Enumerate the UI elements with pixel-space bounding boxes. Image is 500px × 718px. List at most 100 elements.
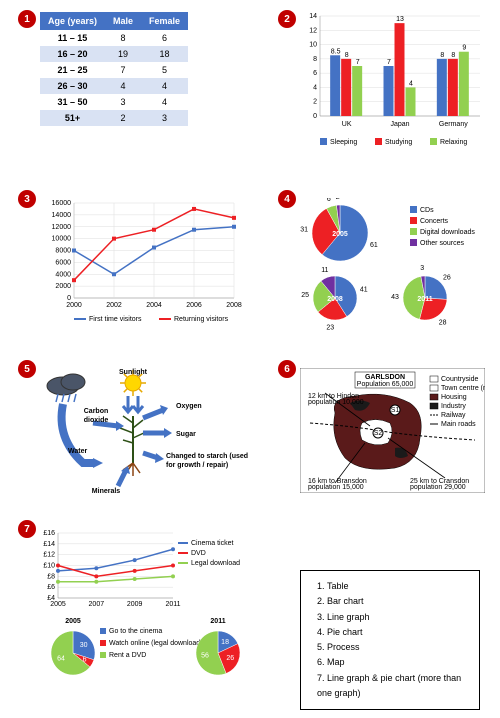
svg-text:25: 25 [301, 292, 309, 299]
svg-text:Railway: Railway [441, 412, 466, 419]
svg-text:Countryside: Countryside [441, 376, 478, 383]
svg-text:2: 2 [336, 198, 340, 201]
table-header: Age (years) [40, 12, 105, 30]
svg-text:Housing: Housing [441, 394, 467, 401]
table-row: 16 – 201918 [40, 46, 188, 62]
type-list-item: Line graph [317, 610, 467, 625]
barchart-panel: 024681012148.587UK7134Japan889GermanySle… [298, 8, 488, 155]
svg-text:2011: 2011 [210, 618, 225, 625]
svg-text:8000: 8000 [55, 248, 71, 255]
svg-text:Population 65,000: Population 65,000 [357, 381, 414, 388]
svg-text:2011: 2011 [417, 296, 432, 303]
svg-text:Germany: Germany [439, 121, 468, 128]
svg-text:6: 6 [327, 198, 331, 203]
svg-text:6000: 6000 [55, 259, 71, 266]
svg-text:26: 26 [443, 274, 451, 281]
svg-text:Town centre (no traffic zone): Town centre (no traffic zone) [441, 385, 485, 392]
svg-text:Water: Water [68, 448, 87, 455]
svg-text:Main roads: Main roads [441, 421, 476, 428]
svg-text:2000: 2000 [55, 283, 71, 290]
process-diagram: WaterSunlightCarbondioxideOxygenSugarMin… [38, 368, 248, 498]
svg-text:2004: 2004 [146, 302, 162, 309]
svg-text:DVD: DVD [191, 550, 206, 557]
svg-text:8: 8 [451, 52, 455, 59]
svg-text:£10: £10 [43, 563, 55, 570]
svg-text:Sunlight: Sunlight [119, 369, 148, 376]
svg-text:14: 14 [309, 13, 317, 20]
svg-text:7: 7 [356, 59, 360, 66]
line-chart: 0200040006000800010000120001400016000200… [42, 198, 242, 328]
type-list-item: Bar chart [317, 594, 467, 609]
svg-text:28: 28 [439, 319, 447, 326]
badge-2: 2 [278, 10, 296, 28]
svg-text:2000: 2000 [66, 302, 82, 309]
svg-text:12: 12 [309, 27, 317, 34]
svg-text:2005: 2005 [65, 618, 81, 625]
svg-text:2009: 2009 [127, 601, 143, 608]
svg-text:Sugar: Sugar [176, 431, 196, 438]
svg-text:Returning visitors: Returning visitors [174, 316, 229, 323]
svg-text:Changed to starch (used: Changed to starch (used [166, 453, 248, 460]
svg-text:for growth / repair): for growth / repair) [166, 462, 228, 469]
svg-text:2011: 2011 [165, 601, 180, 608]
svg-text:2005: 2005 [50, 601, 66, 608]
svg-text:population 29,000: population 29,000 [410, 484, 466, 491]
svg-text:0: 0 [313, 113, 317, 120]
bar-chart: 024681012148.587UK7134Japan889GermanySle… [298, 8, 488, 153]
svg-text:S2: S2 [374, 430, 383, 437]
svg-text:26: 26 [226, 655, 234, 662]
type-list-item: Pie chart [317, 625, 467, 640]
svg-text:Rent a DVD: Rent a DVD [109, 652, 146, 659]
map-diagram: GARLSDONPopulation 65,000S1S212 km to Hi… [300, 368, 485, 493]
svg-text:Concerts: Concerts [420, 218, 449, 225]
table-row: 31 – 5034 [40, 94, 188, 110]
table-header: Male [105, 12, 141, 30]
svg-text:GARLSDON: GARLSDON [365, 374, 405, 381]
svg-text:CDs: CDs [420, 207, 434, 214]
badge-7: 7 [18, 520, 36, 538]
svg-text:56: 56 [201, 652, 209, 659]
type-list: TableBar chartLine graphPie chartProcess… [313, 579, 467, 701]
table-row: 51+23 [40, 110, 188, 126]
svg-text:8.5: 8.5 [331, 48, 341, 55]
pie-charts: CDs Concerts Digital downloads Other source… [290, 198, 490, 338]
svg-text:16000: 16000 [52, 200, 72, 207]
svg-text:6: 6 [313, 70, 317, 77]
badge-5: 5 [18, 360, 36, 378]
type-list-item: Line graph & pie chart (more than one gr… [317, 671, 467, 702]
combo-panel: £4£6£8£10£12£14£162005200720092011Cinema… [38, 528, 268, 705]
svg-text:2008: 2008 [327, 296, 343, 303]
linechart-panel: 0200040006000800010000120001400016000200… [42, 198, 242, 330]
svg-text:Oxygen: Oxygen [176, 403, 202, 410]
svg-text:8: 8 [345, 52, 349, 59]
svg-text:2005: 2005 [332, 231, 348, 238]
svg-text:£12: £12 [43, 552, 55, 559]
svg-text:Go to the cinema: Go to the cinema [109, 628, 162, 635]
age-table: Age (years)MaleFemale11 – 158616 – 20191… [40, 12, 188, 126]
svg-text:18: 18 [221, 639, 229, 646]
svg-text:Minerals: Minerals [92, 488, 121, 495]
svg-text:0: 0 [67, 295, 71, 302]
badge-3: 3 [18, 190, 36, 208]
svg-text:£14: £14 [43, 541, 55, 548]
svg-text:population 15,000: population 15,000 [308, 484, 364, 491]
type-list-item: Table [317, 579, 467, 594]
process-panel: WaterSunlightCarbondioxideOxygenSugarMin… [38, 368, 248, 500]
svg-text:2002: 2002 [106, 302, 122, 309]
svg-text:14000: 14000 [52, 212, 72, 219]
svg-text:2006: 2006 [186, 302, 202, 309]
svg-text:64: 64 [57, 656, 65, 663]
svg-text:Legal download: Legal download [191, 560, 240, 567]
map-panel: GARLSDONPopulation 65,000S1S212 km to Hi… [300, 368, 485, 495]
type-legend-box: TableBar chartLine graphPie chartProcess… [300, 570, 480, 710]
svg-text:Other sources: Other sources [420, 240, 464, 247]
svg-text:UK: UK [342, 121, 352, 128]
svg-text:Sleeping: Sleeping [330, 139, 357, 146]
table-row: 11 – 1586 [40, 30, 188, 46]
svg-text:13: 13 [396, 16, 404, 23]
combo-chart: £4£6£8£10£12£14£162005200720092011Cinema… [38, 528, 268, 703]
table-row: 26 – 3044 [40, 78, 188, 94]
svg-text:Digital downloads: Digital downloads [420, 229, 475, 236]
type-list-item: Process [317, 640, 467, 655]
svg-text:First time visitors: First time visitors [89, 316, 142, 323]
